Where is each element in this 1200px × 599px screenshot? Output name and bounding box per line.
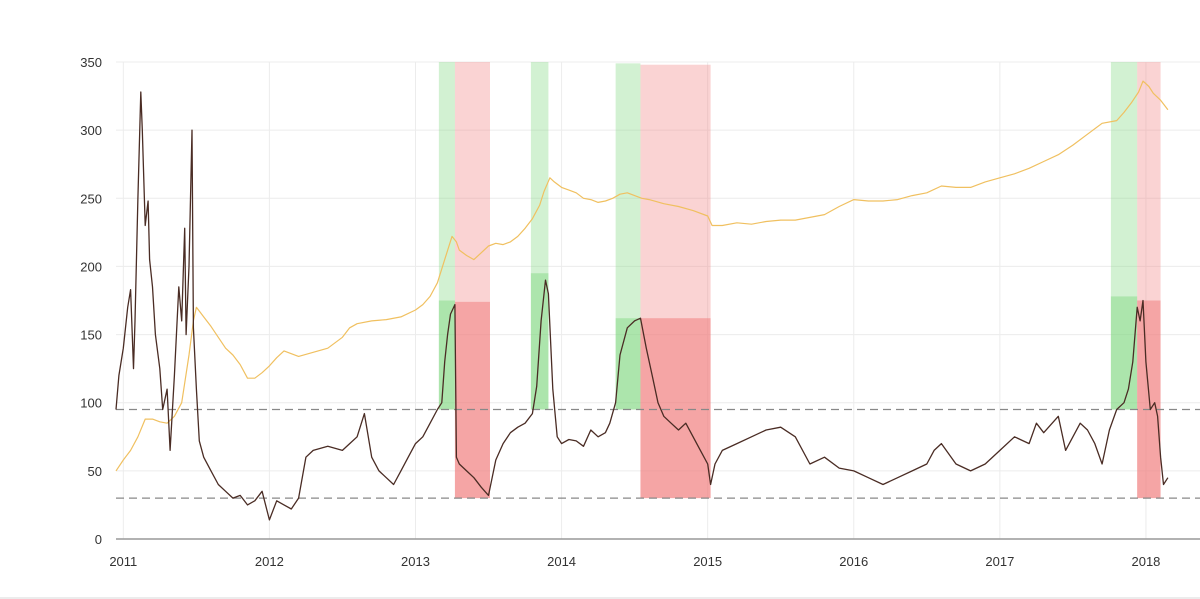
x-tick-label-1: 2012 [255,554,284,569]
x-tick-label-0: 2011 [109,554,137,569]
band-layer [438,62,1161,499]
x-tick-label-5: 2016 [839,554,868,569]
y-tick-label-2: 100 [80,396,102,411]
band-red-dark-3 [454,301,490,499]
series-line-dark [115,91,1169,521]
threshold-layer [116,408,1200,499]
band-red-dark-9 [640,318,711,499]
grid-layer [116,61,1200,539]
band-green-light-4 [530,62,549,410]
y-tick-label-0: 0 [95,532,102,547]
x-tick-label-3: 2014 [547,554,576,569]
y-tick-label-1: 50 [88,464,102,479]
band-green-dark-1 [438,300,455,410]
band-green-dark-11 [1110,296,1138,410]
x-tick-label-6: 2017 [985,554,1014,569]
band-green-light-6 [615,63,641,410]
y-tick-label-4: 200 [80,259,102,274]
y-tick-label-5: 250 [80,191,102,206]
series-line-gold [115,80,1169,472]
tick-label-layer: 0 50 100 150 200 250 300 350 2011 2012 2013 2014 201… [80,55,1160,569]
series-layer [115,80,1169,521]
x-tick-label-4: 2015 [693,554,722,569]
x-tick-label-7: 2018 [1131,554,1160,569]
band-green-light-10 [1110,62,1138,410]
y-tick-label-7: 350 [80,55,102,70]
band-green-light-0 [438,62,455,410]
bottom-rule [0,597,1200,599]
y-tick-label-6: 300 [80,123,102,138]
y-tick-label-3: 150 [80,328,102,343]
x-tick-label-2: 2013 [401,554,430,569]
